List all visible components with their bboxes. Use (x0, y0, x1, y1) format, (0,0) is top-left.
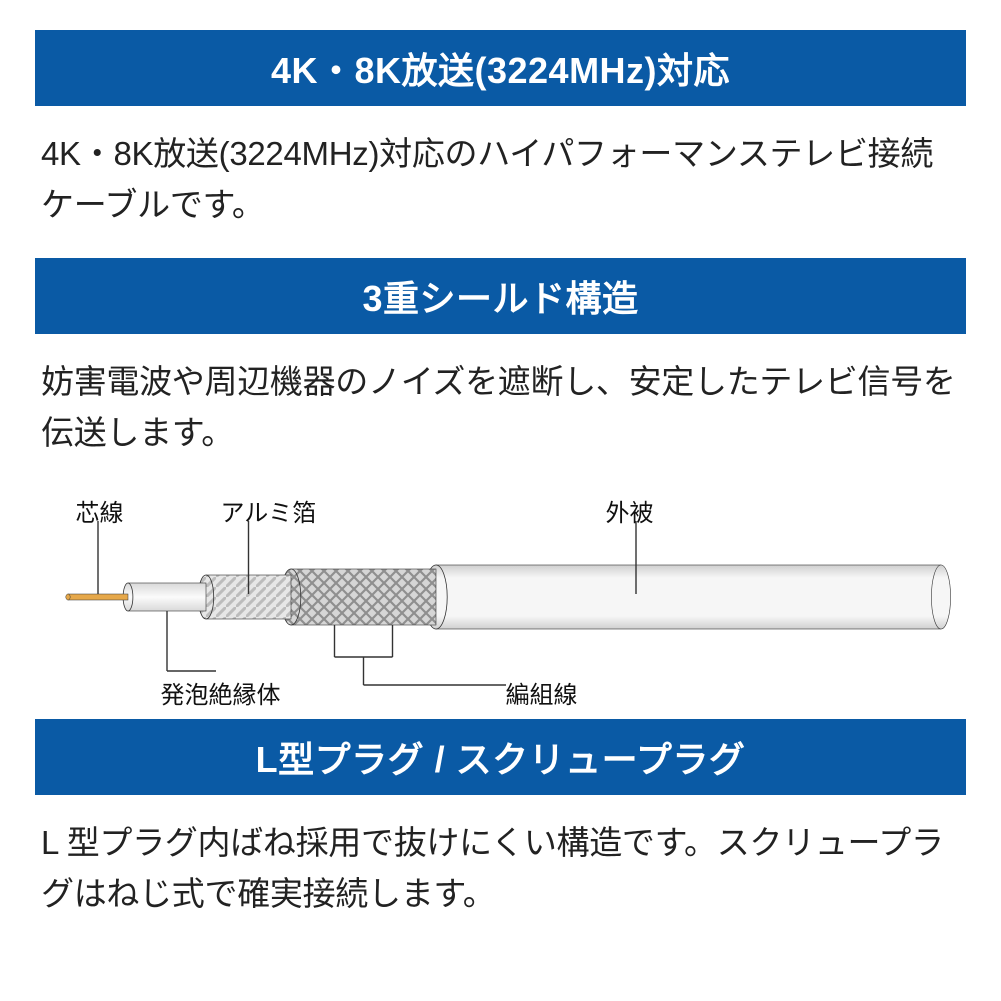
section-2-heading: 3重シールド構造 (35, 258, 966, 334)
label-foil: アルミ箔 (221, 493, 317, 528)
label-core: 芯線 (76, 493, 124, 528)
section-3-body: L 型プラグ内ばね採用で抜けにくい構造です。スクリュープラグはねじ式で確実接続し… (35, 795, 966, 947)
cable-svg (36, 487, 966, 707)
section-1-body: 4K・8K放送(3224MHz)対応のハイパフォーマンステレビ接続ケーブルです。 (35, 106, 966, 258)
label-braid: 編組線 (506, 675, 578, 710)
section-3-heading: L型プラグ / スクリュープラグ (35, 719, 966, 795)
label-foam: 発泡絶縁体 (161, 675, 281, 710)
cable-cross-section-diagram: 芯線 アルミ箔 外被 発泡絶縁体 編組線 (36, 487, 966, 707)
section-1-heading: 4K・8K放送(3224MHz)対応 (35, 30, 966, 106)
section-2-body: 妨害電波や周辺機器のノイズを遮断し、安定したテレビ信号を伝送します。 (35, 334, 966, 486)
label-jacket: 外被 (606, 493, 654, 528)
